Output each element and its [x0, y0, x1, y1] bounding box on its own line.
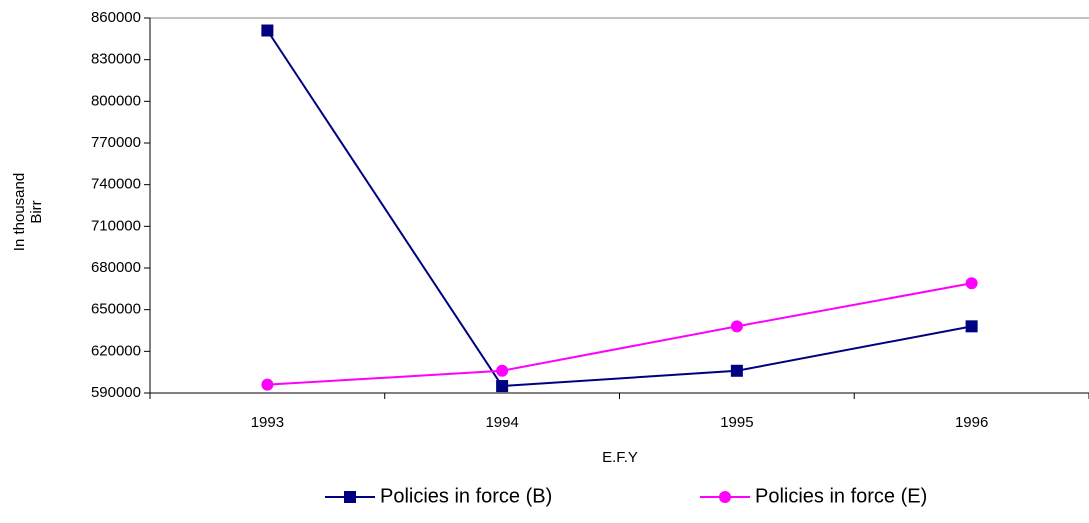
y-tick-label: 830000 — [91, 51, 141, 68]
legend-label: Policies in force (B) — [380, 485, 552, 507]
data-point — [261, 24, 274, 37]
y-tick-label: 740000 — [91, 176, 141, 193]
data-point — [965, 277, 978, 290]
y-tick-label: 650000 — [91, 301, 141, 318]
x-tick-label: 1995 — [720, 414, 753, 431]
data-point — [965, 320, 978, 333]
data-point — [730, 364, 743, 377]
y-tick-label: 680000 — [91, 259, 141, 276]
legend-marker — [719, 491, 731, 503]
data-point — [496, 380, 509, 393]
data-point — [496, 364, 509, 377]
x-tick-label: 1993 — [251, 414, 284, 431]
y-tick-label: 590000 — [91, 384, 141, 401]
data-point — [261, 378, 274, 391]
y-axis-label: In thousand Birr — [11, 172, 45, 252]
x-axis-label: E.F.Y — [602, 449, 638, 466]
y-tick-label: 800000 — [91, 92, 141, 109]
y-tick-label: 620000 — [91, 342, 141, 359]
data-point — [730, 320, 743, 333]
series-line — [267, 282, 972, 386]
y-tick-label: 710000 — [91, 217, 141, 234]
y-tick-label: 770000 — [91, 134, 141, 151]
x-tick-label: 1994 — [485, 414, 518, 431]
legend-marker — [344, 491, 356, 503]
legend-label: Policies in force (E) — [755, 485, 927, 507]
y-tick-label: 860000 — [91, 9, 141, 26]
series-line — [266, 29, 972, 388]
x-tick-label: 1996 — [955, 414, 988, 431]
